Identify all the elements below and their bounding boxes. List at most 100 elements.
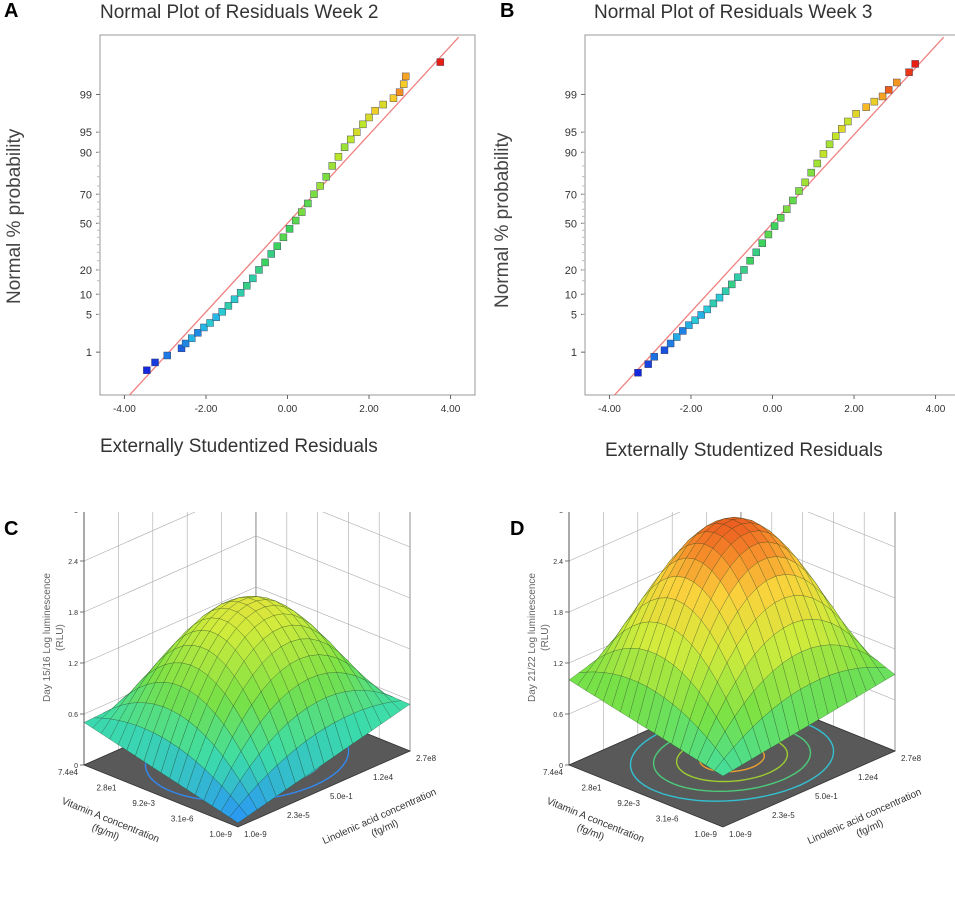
chart-a-point — [298, 208, 306, 216]
chart-a-point — [304, 199, 312, 208]
chart-a-point — [353, 128, 361, 136]
panel-letter-d: D — [510, 518, 525, 540]
chart-a-point — [316, 182, 324, 190]
chart-b-xtick-label: -2.00 — [680, 404, 703, 415]
chart-c-z-tick-label: 0.6 — [68, 712, 78, 719]
chart-a-point — [224, 302, 233, 310]
chart-b-point — [715, 293, 724, 302]
chart-a-point — [206, 319, 214, 327]
chart-c-x-tick-label: 9.2e-3 — [132, 799, 155, 808]
chart-a-point — [365, 113, 373, 122]
chart-a-point — [399, 80, 408, 88]
chart-c-y-tick-label: 2.7e8 — [416, 754, 437, 763]
chart-c-y-tick-label: 1.0e-9 — [244, 830, 267, 839]
chart-a-reference-line — [128, 36, 460, 395]
chart-b-xtick-label: 0.00 — [763, 404, 783, 415]
chart-d-y-tick-label: 5.0e-1 — [815, 792, 838, 801]
chart-d-y-tick-label: 2.7e8 — [901, 754, 922, 763]
chart-b-point — [807, 168, 815, 177]
chart-a-point — [218, 308, 226, 316]
chart-a-ytick-label: 5 — [86, 309, 92, 321]
chart-b-point — [758, 239, 767, 247]
chart-d-y-tick-label: 1.0e-9 — [729, 830, 752, 839]
chart-a-point — [346, 135, 355, 144]
chart-d-z-tick-label: 0 — [559, 763, 563, 770]
chart-d-z-tick-label: 1.2 — [553, 661, 563, 668]
chart-a-point — [151, 358, 159, 367]
chart-a-point — [328, 162, 337, 170]
chart-c-x-tick-label: 3.1e-6 — [171, 815, 194, 824]
chart-b-point — [789, 196, 797, 205]
chart-b-point — [709, 299, 718, 308]
chart-b-ytick-label: 95 — [565, 127, 577, 139]
chart-a-point — [236, 289, 245, 297]
chart-b-point — [862, 103, 870, 111]
chart-b-point — [752, 248, 760, 257]
chart-d-zlabel-line2: (RLU) — [540, 624, 551, 651]
chart-b-point — [884, 86, 893, 94]
chart-c-z-tick-label: 3 — [74, 512, 78, 515]
chart-a-point — [181, 339, 190, 348]
chart-c-wall-grid — [83, 512, 411, 562]
chart-d-wall-grid — [568, 512, 896, 562]
chart-c-x-tick-label: 7.4e4 — [58, 768, 79, 777]
chart-c-z-tick-label: 1.8 — [68, 610, 78, 617]
chart-a-point — [249, 274, 257, 283]
chart-b-point — [878, 92, 887, 101]
chart-b-point — [844, 117, 852, 126]
panel-letter-b: B — [500, 0, 515, 22]
chart-a-point — [177, 344, 186, 353]
chart-b-point — [905, 68, 913, 76]
chart-a-point — [212, 313, 220, 321]
chart-b-point — [783, 205, 791, 213]
chart-b-point — [870, 97, 879, 106]
chart-a-ytick-label: 95 — [80, 127, 92, 139]
chart-b-xtick-label: 4.00 — [926, 404, 946, 415]
chart-a-point — [267, 250, 275, 258]
chart-d-zlabel-line1: Day 21/22 Log luminescence — [527, 573, 538, 702]
chart-b-point — [911, 60, 919, 68]
chart-a-point — [379, 100, 387, 109]
chart-a-point — [395, 88, 404, 96]
chart-a-point — [402, 72, 410, 81]
chart-c: 0 0.6 1.2 1.8 2.4 3 Day 15/16 Log luminescence… — [42, 512, 438, 847]
chart-d-x-tick-label: 2.8e1 — [581, 784, 602, 793]
chart-a-point — [436, 58, 445, 66]
chart-a-point — [273, 242, 282, 250]
chart-b-point — [831, 132, 840, 140]
chart-c-surface-cell — [229, 805, 248, 824]
chart-a-ytick-label: 50 — [80, 218, 92, 230]
chart-a-point — [163, 351, 171, 360]
chart-a-ytick-label: 99 — [80, 89, 92, 101]
chart-b-ytick-label: 20 — [565, 265, 577, 277]
chart-c-z-tick-label: 0 — [74, 763, 78, 770]
chart-d-surface-cell — [714, 758, 733, 777]
chart-a-point — [334, 153, 343, 161]
chart-b-reference-line — [613, 36, 945, 395]
chart-a-ylabel: Normal % probability — [4, 128, 25, 304]
chart-d-x-tick-label: 3.1e-6 — [656, 815, 679, 824]
chart-a-point — [243, 281, 251, 290]
chart-d-z-tick-label: 3 — [559, 512, 563, 515]
chart-c-zlabel-line1: Day 15/16 Log luminescence — [42, 573, 53, 702]
chart-b-point — [838, 125, 846, 133]
chart-b-xtick-label: 2.00 — [844, 404, 864, 415]
panel-letter-c: C — [4, 518, 19, 540]
chart-b-ytick-label: 1 — [571, 347, 577, 359]
chart-b-point — [697, 311, 705, 319]
chart-b-point — [764, 230, 773, 239]
chart-a-xtick-label: 0.00 — [278, 404, 298, 415]
chart-b-xlabel: Externally Studentized Residuals — [605, 440, 883, 461]
chart-a: -4.00 -2.00 0.00 2.00 4.00 1 5 10 20 50 70 90 95 99 — [80, 34, 476, 415]
chart-a-title: Normal Plot of Residuals Week 2 — [100, 2, 379, 23]
chart-a-point — [230, 295, 239, 304]
chart-b-point — [666, 339, 675, 348]
chart-c-x-tick-label: 2.8e1 — [96, 784, 117, 793]
chart-a-point — [322, 172, 330, 181]
chart-d-zlabel-group: Day 21/22 Log luminescence (RLU) — [527, 573, 551, 702]
chart-b-point — [852, 110, 860, 118]
chart-b-ytick-label: 5 — [571, 309, 577, 321]
chart-a-point — [194, 329, 202, 337]
chart-a-point — [310, 190, 318, 198]
chart-a-point — [359, 120, 367, 129]
